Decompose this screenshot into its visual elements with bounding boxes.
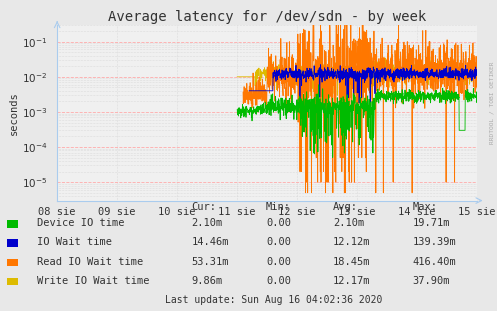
Text: Device IO time: Device IO time [37,218,125,228]
Text: 0.00: 0.00 [266,218,291,228]
Text: Max:: Max: [413,202,437,212]
Title: Average latency for /dev/sdn - by week: Average latency for /dev/sdn - by week [108,10,426,24]
Text: Min:: Min: [266,202,291,212]
Text: 0.00: 0.00 [266,257,291,267]
Text: RRDTOOL / TOBI OETIKER: RRDTOOL / TOBI OETIKER [490,61,495,144]
Y-axis label: seconds: seconds [9,91,19,135]
Text: Read IO Wait time: Read IO Wait time [37,257,144,267]
Text: 12.17m: 12.17m [333,276,370,286]
Text: 0.00: 0.00 [266,276,291,286]
Text: Cur:: Cur: [191,202,216,212]
Text: 37.90m: 37.90m [413,276,450,286]
Text: 2.10m: 2.10m [191,218,223,228]
Text: 19.71m: 19.71m [413,218,450,228]
Text: 9.86m: 9.86m [191,276,223,286]
Text: 139.39m: 139.39m [413,237,456,247]
Text: 14.46m: 14.46m [191,237,229,247]
Text: IO Wait time: IO Wait time [37,237,112,247]
Text: 53.31m: 53.31m [191,257,229,267]
Text: Avg:: Avg: [333,202,358,212]
Text: 0.00: 0.00 [266,237,291,247]
Text: 12.12m: 12.12m [333,237,370,247]
Text: 416.40m: 416.40m [413,257,456,267]
Text: 2.10m: 2.10m [333,218,364,228]
Text: 18.45m: 18.45m [333,257,370,267]
Text: Last update: Sun Aug 16 04:02:36 2020: Last update: Sun Aug 16 04:02:36 2020 [165,295,382,305]
Text: Write IO Wait time: Write IO Wait time [37,276,150,286]
